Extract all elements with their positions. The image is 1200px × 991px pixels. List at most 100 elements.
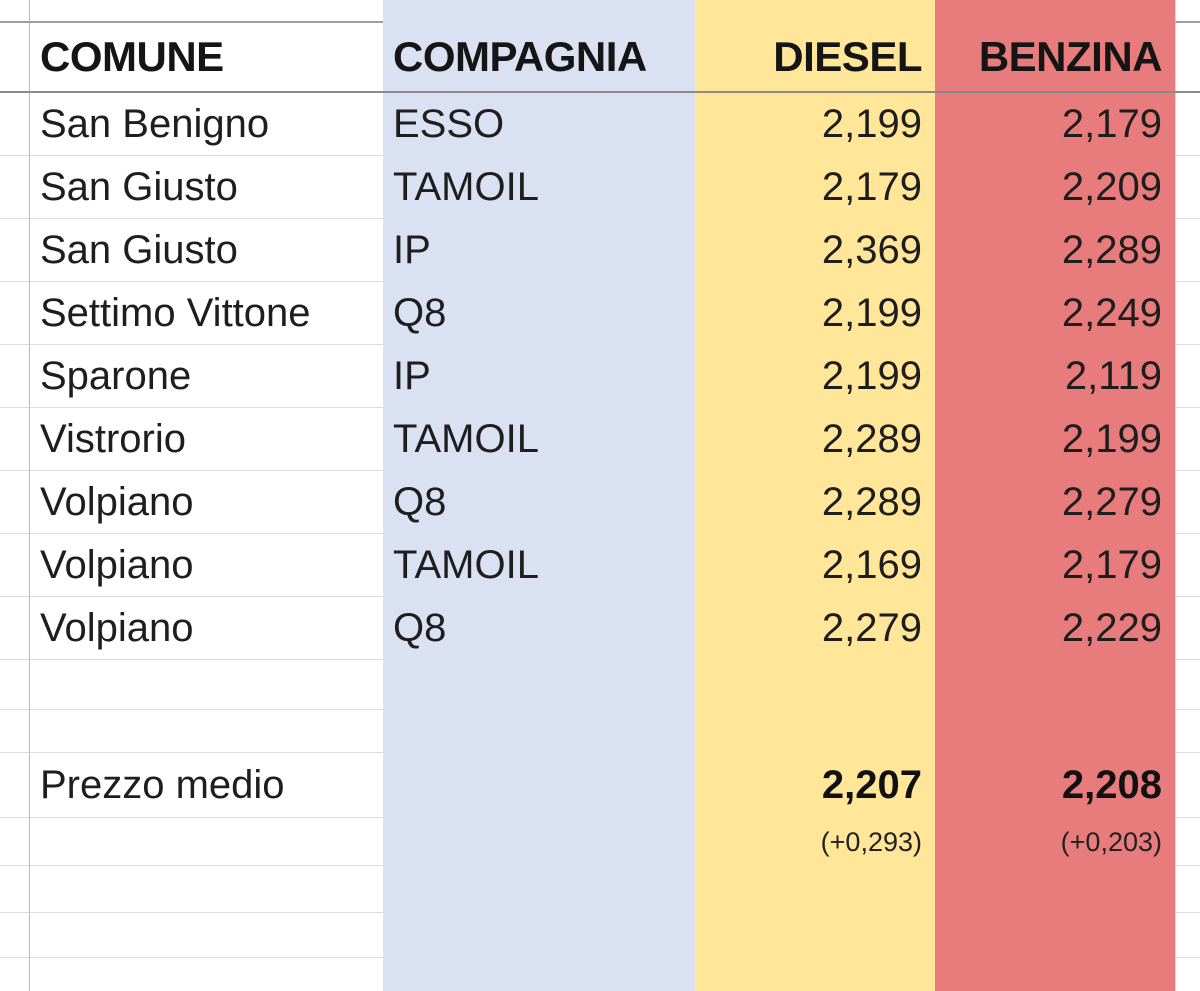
grid-cell[interactable] [1175, 93, 1200, 156]
grid-cell[interactable] [1175, 534, 1200, 597]
row-header-cell[interactable] [0, 156, 30, 219]
grid-cell[interactable] [1175, 958, 1200, 991]
empty-cell[interactable] [695, 958, 935, 991]
empty-cell[interactable] [30, 913, 383, 958]
diesel-cell[interactable]: 2,199 [695, 345, 935, 408]
comune-cell[interactable]: Settimo Vittone [30, 282, 383, 345]
grid-cell[interactable] [1175, 219, 1200, 282]
compagnia-cell[interactable]: IP [383, 345, 695, 408]
grid-cell[interactable] [1175, 408, 1200, 471]
row-header-cell[interactable] [0, 345, 30, 408]
benzina-cell[interactable]: 2,179 [935, 93, 1175, 156]
diesel-cell[interactable]: 2,179 [695, 156, 935, 219]
grid-cell[interactable] [1175, 345, 1200, 408]
diesel-cell[interactable]: 2,289 [695, 408, 935, 471]
grid-cell[interactable] [1175, 0, 1200, 23]
benzina-cell[interactable]: 2,119 [935, 345, 1175, 408]
comune-cell[interactable]: Sparone [30, 345, 383, 408]
empty-cell[interactable] [383, 0, 695, 23]
grid-cell[interactable] [1175, 913, 1200, 958]
diesel-cell[interactable]: 2,199 [695, 93, 935, 156]
column-header-comune[interactable]: COMUNE [40, 33, 224, 80]
column-header-benzina[interactable]: BENZINA [935, 23, 1175, 91]
empty-cell[interactable] [935, 958, 1175, 991]
compagnia-cell[interactable]: TAMOIL [383, 534, 695, 597]
grid-cell[interactable] [1175, 866, 1200, 913]
diesel-delta-cell[interactable]: (+0,293) [695, 818, 935, 866]
diesel-cell[interactable]: 2,279 [695, 597, 935, 660]
compagnia-cell[interactable]: ESSO [383, 93, 695, 156]
benzina-cell[interactable]: 2,229 [935, 597, 1175, 660]
empty-cell[interactable] [935, 710, 1175, 753]
row-header-cell[interactable] [0, 282, 30, 345]
grid-cell[interactable] [1175, 471, 1200, 534]
compagnia-cell[interactable]: Q8 [383, 282, 695, 345]
empty-cell[interactable] [383, 958, 695, 991]
empty-cell[interactable] [935, 660, 1175, 710]
row-header-cell[interactable] [0, 958, 30, 991]
empty-cell[interactable] [30, 660, 383, 710]
empty-cell[interactable] [935, 913, 1175, 958]
grid-cell[interactable] [1175, 282, 1200, 345]
row-header-cell[interactable] [0, 408, 30, 471]
benzina-cell[interactable]: 2,279 [935, 471, 1175, 534]
empty-cell[interactable] [383, 660, 695, 710]
grid-cell[interactable] [1175, 660, 1200, 710]
benzina-cell[interactable]: 2,249 [935, 282, 1175, 345]
comune-cell[interactable]: Volpiano [30, 534, 383, 597]
empty-cell[interactable] [383, 913, 695, 958]
empty-cell[interactable] [695, 0, 935, 23]
empty-cell[interactable] [935, 0, 1175, 23]
row-header-cell[interactable] [0, 219, 30, 282]
grid-cell[interactable] [1175, 710, 1200, 753]
row-header-cell[interactable] [0, 534, 30, 597]
diesel-cell[interactable]: 2,289 [695, 471, 935, 534]
diesel-average-cell[interactable]: 2,207 [695, 753, 935, 818]
benzina-average-cell[interactable]: 2,208 [935, 753, 1175, 818]
grid-cell[interactable] [1175, 753, 1200, 818]
row-header-cell[interactable] [0, 23, 30, 91]
row-header-cell[interactable] [0, 471, 30, 534]
empty-cell[interactable] [383, 710, 695, 753]
comune-cell[interactable]: San Giusto [30, 156, 383, 219]
compagnia-cell[interactable]: Q8 [383, 471, 695, 534]
grid-cell[interactable] [1175, 23, 1200, 91]
empty-cell[interactable] [30, 866, 383, 913]
average-label-cell[interactable]: Prezzo medio [30, 753, 383, 818]
empty-cell[interactable] [30, 0, 383, 23]
empty-cell[interactable] [695, 866, 935, 913]
empty-cell[interactable] [383, 818, 695, 866]
comune-cell[interactable]: Vistrorio [30, 408, 383, 471]
compagnia-cell[interactable]: IP [383, 219, 695, 282]
row-header-cell[interactable] [0, 597, 30, 660]
empty-cell[interactable] [30, 958, 383, 991]
compagnia-cell[interactable]: TAMOIL [383, 156, 695, 219]
comune-cell[interactable]: San Benigno [30, 93, 383, 156]
empty-cell[interactable] [30, 710, 383, 753]
row-header-cell[interactable] [0, 866, 30, 913]
column-header-compagnia[interactable]: COMPAGNIA [383, 23, 695, 91]
grid-cell[interactable] [1175, 597, 1200, 660]
benzina-cell[interactable]: 2,179 [935, 534, 1175, 597]
empty-cell[interactable] [935, 866, 1175, 913]
compagnia-cell[interactable]: Q8 [383, 597, 695, 660]
benzina-cell[interactable]: 2,289 [935, 219, 1175, 282]
row-header-cell[interactable] [0, 913, 30, 958]
row-header-cell[interactable] [0, 660, 30, 710]
comune-cell[interactable]: San Giusto [30, 219, 383, 282]
comune-cell[interactable]: Volpiano [30, 471, 383, 534]
empty-cell[interactable] [383, 866, 695, 913]
empty-cell[interactable] [695, 913, 935, 958]
benzina-delta-cell[interactable]: (+0,203) [935, 818, 1175, 866]
row-header-cell[interactable] [0, 710, 30, 753]
benzina-cell[interactable]: 2,199 [935, 408, 1175, 471]
grid-cell[interactable] [1175, 156, 1200, 219]
row-header-cell[interactable] [0, 753, 30, 818]
empty-cell[interactable] [383, 753, 695, 818]
compagnia-cell[interactable]: TAMOIL [383, 408, 695, 471]
diesel-cell[interactable]: 2,369 [695, 219, 935, 282]
empty-cell[interactable] [695, 660, 935, 710]
row-header-cell[interactable] [0, 93, 30, 156]
row-header-cell[interactable] [0, 818, 30, 866]
comune-cell[interactable]: Volpiano [30, 597, 383, 660]
